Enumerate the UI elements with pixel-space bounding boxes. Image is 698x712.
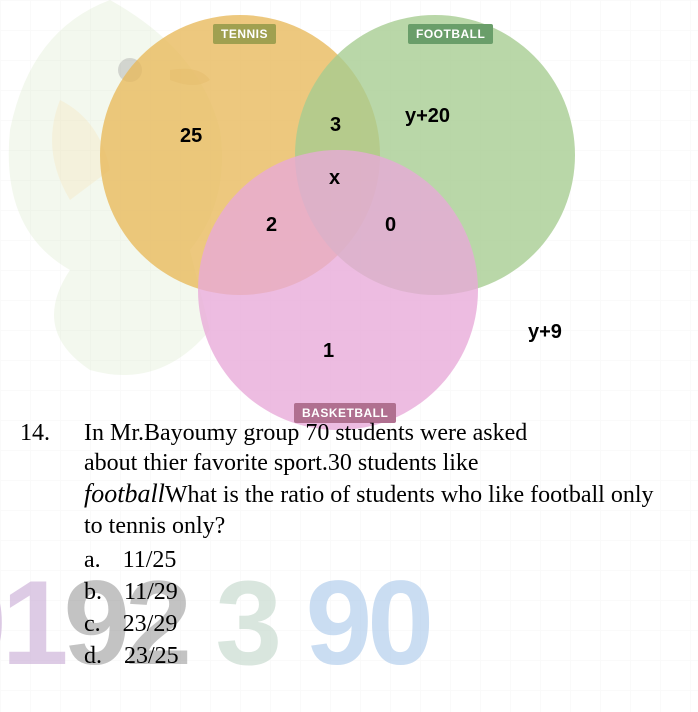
option-letter: a. [84, 545, 101, 575]
option-c[interactable]: c. 23/29 [84, 609, 658, 639]
venn-diagram: TENNIS FOOTBALL BASKETBALL 25 y+20 1 3 2… [0, 0, 698, 430]
region-football-only: y+20 [405, 105, 450, 128]
question-line3: What is the ratio of students who like f… [84, 482, 653, 539]
region-center: x [329, 167, 340, 190]
region-outside: y+9 [528, 321, 562, 344]
option-a[interactable]: a. 11/25 [84, 545, 658, 575]
region-football-basketball: 0 [385, 214, 396, 237]
option-letter: b. [84, 577, 102, 607]
question-body: In Mr.Bayoumy group 70 students were ask… [84, 418, 658, 671]
option-value: 11/29 [124, 577, 178, 607]
option-b[interactable]: b. 11/29 [84, 577, 658, 607]
options-list: a. 11/25 b. 11/29 c. 23/29 d. 23/25 [84, 545, 658, 671]
tennis-label: TENNIS [213, 24, 276, 44]
option-d[interactable]: d. 23/25 [84, 641, 658, 671]
region-tennis-football: 3 [330, 114, 341, 137]
region-tennis-only: 25 [180, 125, 202, 148]
option-value: 23/25 [124, 641, 179, 671]
basketball-circle [198, 150, 478, 430]
football-label: FOOTBALL [408, 24, 493, 44]
question-line1: In Mr.Bayoumy group 70 students were ask… [84, 420, 527, 446]
option-value: 11/25 [123, 545, 177, 575]
option-letter: c. [84, 609, 101, 639]
option-letter: d. [84, 641, 102, 671]
option-value: 23/29 [123, 609, 178, 639]
region-tennis-basketball: 2 [266, 214, 277, 237]
handwritten-insert: football [84, 479, 165, 508]
question-line2: about thier favorite sport.30 students l… [84, 450, 479, 476]
region-basketball-only: 1 [323, 340, 334, 363]
question-block: 14. In Mr.Bayoumy group 70 students were… [20, 418, 658, 671]
question-number: 14. [20, 418, 50, 448]
